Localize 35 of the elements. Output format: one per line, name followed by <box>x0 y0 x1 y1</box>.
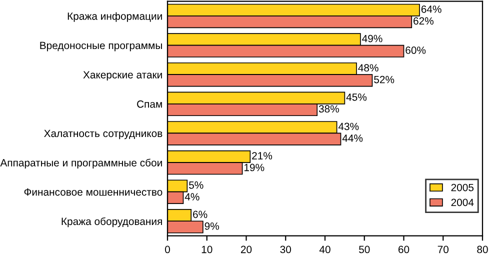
data-label: 60% <box>406 46 426 54</box>
y-tick-label: Кража информации <box>68 12 162 22</box>
data-label: 38% <box>318 105 339 113</box>
data-label: 6% <box>193 210 208 218</box>
data-label: 48% <box>358 64 378 72</box>
data-label: 44% <box>342 134 363 142</box>
data-label: 49% <box>362 34 382 42</box>
legend-label: 2005 <box>451 184 474 192</box>
x-tick-label: 0 <box>165 246 170 254</box>
x-tick-label: 20 <box>240 246 252 254</box>
y-tick-label: Финансовое мошенничество <box>24 188 162 196</box>
y-tick-label: Аппаратные и программные сбои <box>0 158 162 169</box>
data-label: 5% <box>188 181 204 189</box>
x-tick-label: 60 <box>398 246 410 254</box>
data-label: 43% <box>338 122 359 130</box>
data-label: 4% <box>184 193 200 200</box>
data-label: 21% <box>252 152 272 160</box>
x-tick-label: 40 <box>319 246 330 254</box>
y-tick-label: Спам <box>137 100 162 108</box>
data-label: 19% <box>244 164 264 172</box>
x-tick-label: 30 <box>280 246 292 254</box>
data-label: 62% <box>414 17 434 25</box>
y-tick-label: Халатность сотрудников <box>44 130 162 140</box>
y-tick-label: Вредоносные программы <box>40 42 162 52</box>
y-tick-label: Кража оборудования <box>62 217 162 228</box>
data-label: 64% <box>421 6 442 13</box>
y-tick-label: Хакерские атаки <box>83 71 162 81</box>
legend-label: 2004 <box>451 198 474 206</box>
x-tick-label: 50 <box>359 246 370 254</box>
data-label: 52% <box>374 76 394 84</box>
data-label: 45% <box>346 94 367 101</box>
x-tick-label: 10 <box>202 246 212 254</box>
data-label: 9% <box>204 222 220 230</box>
x-tick-label: 70 <box>438 246 449 254</box>
x-tick-label: 80 <box>477 246 488 254</box>
